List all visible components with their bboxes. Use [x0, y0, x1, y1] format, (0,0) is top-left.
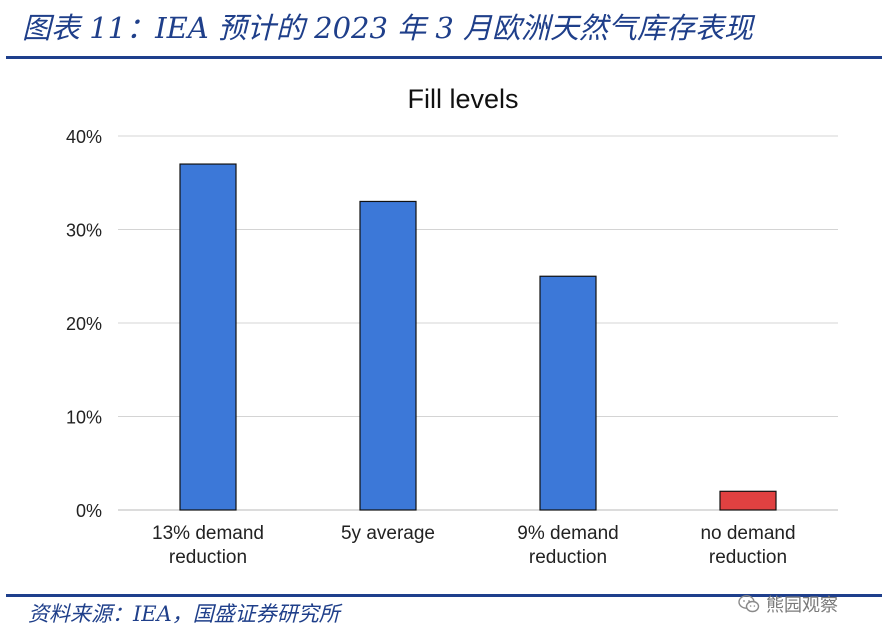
y-tick-label: 10% — [66, 408, 102, 428]
x-tick-label: 13% demand reduction — [152, 523, 264, 568]
page-title: 图表 11：IEA 预计的 2023 年 3 月欧洲天然气库存表现 — [22, 11, 754, 45]
x-tick-label-line: 13% demand — [152, 523, 264, 544]
x-tick-label: 9% demand reduction — [517, 523, 618, 568]
y-tick-label: 40% — [66, 127, 102, 147]
x-tick-label-line: 5y average — [341, 523, 435, 544]
y-tick-label: 0% — [76, 501, 102, 521]
x-tick-label: 5y average — [341, 523, 435, 544]
chart-title: Fill levels — [407, 84, 518, 114]
watermark-text: 熊园观察 — [766, 595, 838, 616]
x-tick-label-line: reduction — [529, 547, 607, 568]
x-tick-label-line: reduction — [709, 547, 787, 568]
footer-rule — [6, 594, 882, 597]
bar-chart: Fill levels 0% 10% 20% 30% 40% 13% demand reduc… — [66, 84, 838, 568]
x-tick-label: no demand reduction — [700, 523, 795, 568]
bar — [539, 275, 597, 511]
bar — [719, 490, 777, 511]
x-tick-label-line: no demand — [700, 523, 795, 544]
watermark: 熊园观察 — [738, 589, 838, 619]
bar — [179, 163, 237, 511]
x-tick-label-line: reduction — [169, 547, 247, 568]
y-tick-label: 30% — [66, 221, 102, 241]
y-tick-label: 20% — [66, 314, 102, 334]
source-note: 资料来源：IEA，国盛证券研究所 — [28, 602, 340, 626]
x-tick-label-line: 9% demand — [517, 523, 618, 544]
wechat-icon — [738, 595, 760, 613]
header-rule — [6, 56, 882, 59]
bar — [359, 200, 417, 511]
